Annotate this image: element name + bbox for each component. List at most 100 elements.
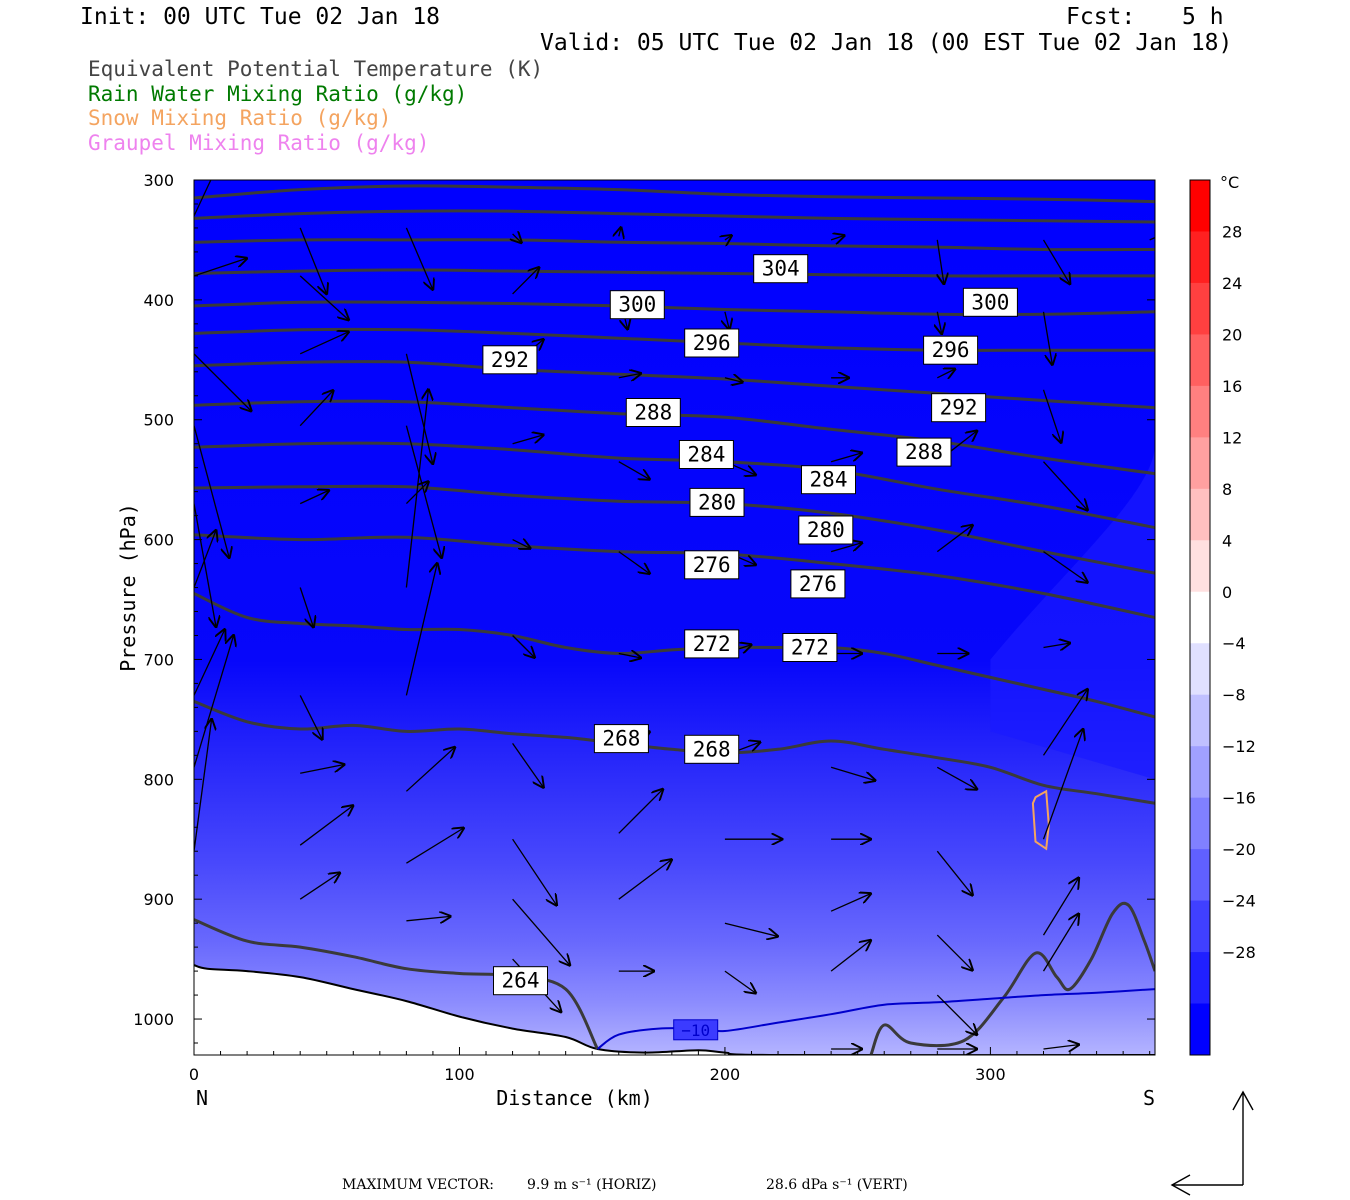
- contour-label: 272: [791, 636, 829, 660]
- contour-label-box: [684, 328, 740, 358]
- isotherm-label-box: [673, 1019, 719, 1041]
- theta-e-contour-280: [194, 484, 1155, 575]
- wind-vector: [1043, 1045, 1079, 1049]
- wind-vector: [1043, 551, 1088, 583]
- wind-vector: [1042, 729, 1084, 840]
- wind-vector: [194, 180, 212, 217]
- colorbar-tick-label: 28: [1222, 223, 1242, 242]
- colorbar-tick-label: −24: [1222, 892, 1256, 911]
- forecast-label: Fcst:: [1066, 4, 1136, 30]
- contour-label: 292: [491, 348, 529, 372]
- wind-vector: [1042, 239, 1070, 284]
- y-tick-label: 300: [143, 171, 174, 190]
- valid-time: Valid: 05 UTC Tue 02 Jan 18 (00 EST Tue …: [540, 30, 1233, 56]
- wind-vector: [618, 789, 663, 834]
- wind-vector: [512, 898, 570, 965]
- theta-e-contour-316: [194, 184, 1155, 204]
- contour-label: 300: [618, 293, 656, 317]
- theta-e-contour-312: [194, 209, 1155, 224]
- plot-area: [194, 180, 1155, 1055]
- x-tick-label: 200: [710, 1065, 741, 1084]
- plot-frame: [193, 179, 1156, 1056]
- axes: 300 400 500 600 700 800 900 1000 0 100 200 300 Dista…: [116, 171, 1155, 1110]
- wind-vector: [1042, 311, 1053, 365]
- wind-vector: [619, 228, 621, 237]
- theta-e-contour-292: [194, 360, 1155, 410]
- y-tick-label: 800: [143, 770, 174, 789]
- wind-vector: [618, 461, 650, 480]
- colorbar-swatch: [1190, 849, 1210, 902]
- legend-snow: Snow Mixing Ratio (g/kg): [88, 106, 392, 130]
- snow-contour: [1031, 789, 1050, 851]
- x-tick-label: 300: [975, 1065, 1006, 1084]
- temperature-fill: [194, 180, 1155, 1055]
- forecast-hour: 5 h: [1182, 4, 1224, 30]
- wind-vector: [1042, 914, 1079, 972]
- wind-vector: [1042, 389, 1062, 443]
- contour-label: 276: [799, 572, 837, 596]
- wind-vector: [513, 234, 522, 243]
- colorbar-frame: [1189, 179, 1211, 1056]
- wind-vector: [830, 543, 862, 553]
- x-axis-label: Distance (km): [496, 1086, 653, 1110]
- wind-vector: [405, 353, 432, 464]
- theta-e-contour-268: [194, 700, 1155, 805]
- wind-vector: [512, 743, 544, 787]
- theta-e-contour-308: [194, 238, 1155, 252]
- wind-vector: [1043, 461, 1088, 510]
- wind-vector: [194, 503, 216, 627]
- colorbar-tick-label: 4: [1222, 531, 1232, 550]
- wind-vector: [194, 629, 225, 696]
- contour-label: 300: [971, 290, 1009, 314]
- colorbar-swatch: [1190, 540, 1210, 593]
- wind-vector: [405, 390, 428, 588]
- colorbar-tick-label: −12: [1222, 737, 1256, 756]
- y-tick-label: 900: [143, 890, 174, 909]
- left-end-label: N: [196, 1086, 208, 1110]
- wind-vector: [299, 490, 329, 505]
- contour-label: 280: [698, 490, 736, 514]
- x-tick-label: 0: [189, 1065, 199, 1084]
- y-tick-label: 500: [143, 411, 174, 430]
- contour-label-box: [625, 398, 681, 427]
- warm-patch: [990, 443, 1155, 780]
- theta-e-contour-276: [194, 533, 1155, 619]
- colorbar-tick-label: 16: [1222, 377, 1242, 396]
- contour-label-box: [798, 515, 854, 545]
- colorbar-tick-label: 20: [1222, 325, 1242, 344]
- colorbar-swatch: [1190, 643, 1210, 696]
- reference-vector-icon: [1170, 1090, 1254, 1196]
- wind-vector: [618, 860, 672, 900]
- wind-vector: [936, 850, 972, 895]
- theta-e-contour-304: [194, 268, 1155, 278]
- colorbar-swatch: [1190, 231, 1210, 284]
- max-vector-horiz: 9.9 m s⁻¹ (HORIZ): [527, 1177, 657, 1193]
- contour-label-box: [689, 487, 745, 517]
- contour-label-box: [782, 633, 838, 662]
- theta-e-contour-low: [869, 901, 1155, 1055]
- wind-vector: [937, 239, 944, 284]
- wind-vector: [725, 311, 729, 330]
- wind-vector: [406, 916, 450, 920]
- contour-label: 268: [693, 737, 731, 761]
- y-tick-label: 1000: [133, 1010, 174, 1029]
- wind-vector: [299, 695, 322, 739]
- wind-vector: [194, 258, 247, 277]
- wind-vector: [512, 435, 544, 445]
- y-tick-label: 600: [143, 531, 174, 550]
- contour-label-box: [684, 734, 740, 764]
- x-tick-label: 100: [444, 1065, 475, 1084]
- wind-vector: [405, 747, 454, 792]
- contour-label: 284: [810, 468, 848, 492]
- wind-vector: [512, 635, 535, 658]
- wind-vector: [936, 766, 977, 789]
- theta-e-contours: [194, 184, 1155, 1055]
- wind-vector: [937, 311, 941, 334]
- colorbar-tick-label: −16: [1222, 789, 1256, 808]
- y-tick-label: 700: [143, 650, 174, 669]
- colorbar-swatch: [1190, 385, 1210, 438]
- wind-vector: [299, 873, 340, 900]
- colorbar-swatch: [1190, 797, 1210, 850]
